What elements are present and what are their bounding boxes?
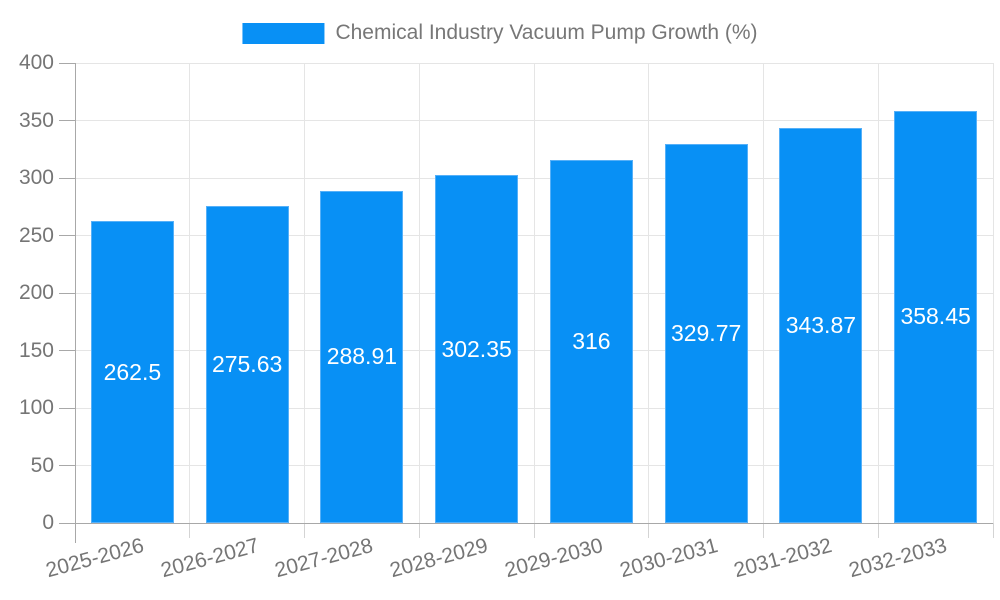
x-axis-tick-label: 2026-2027 bbox=[158, 534, 262, 583]
x-axis-line bbox=[75, 522, 993, 524]
x-axis-tick bbox=[648, 523, 650, 538]
x-axis-tick-label: 2032-2033 bbox=[846, 534, 950, 583]
y-axis-line bbox=[74, 63, 76, 543]
legend-label: Chemical Industry Vacuum Pump Growth (%) bbox=[335, 21, 758, 44]
bar-value-label: 262.5 bbox=[103, 358, 162, 385]
x-axis-tick bbox=[189, 523, 191, 538]
gridline-vertical bbox=[189, 63, 191, 523]
bar: 288.91 bbox=[320, 190, 404, 523]
x-axis-tick bbox=[304, 523, 305, 538]
bar: 275.63 bbox=[205, 206, 289, 523]
x-axis-tick-label: 2027-2028 bbox=[272, 534, 376, 583]
y-axis-tick-label: 300 bbox=[18, 166, 54, 189]
y-axis-tick bbox=[59, 120, 75, 121]
y-axis-tick-label: 150 bbox=[18, 338, 54, 362]
chart-legend[interactable]: Chemical Industry Vacuum Pump Growth (%) bbox=[242, 21, 758, 45]
x-axis-tick-label: 2028-2029 bbox=[387, 534, 491, 583]
bar-value-label: 275.63 bbox=[211, 351, 283, 377]
bar-value-label: 302.35 bbox=[441, 335, 512, 362]
x-axis-tick-label: 2031-2032 bbox=[731, 534, 835, 583]
bar-value-label: 358.45 bbox=[900, 303, 971, 330]
gridline-vertical bbox=[533, 63, 535, 523]
x-axis-tick bbox=[418, 523, 420, 538]
y-axis-tick-label: 200 bbox=[18, 281, 54, 304]
y-axis-tick-label: 250 bbox=[18, 223, 54, 247]
y-axis-tick bbox=[59, 235, 75, 236]
gridline-vertical bbox=[304, 63, 305, 523]
y-axis-tick-label: 400 bbox=[18, 51, 54, 74]
bar: 302.35 bbox=[435, 175, 519, 523]
bar: 358.45 bbox=[894, 110, 978, 523]
bar-value-label: 329.77 bbox=[670, 319, 742, 346]
bar: 343.87 bbox=[779, 127, 863, 523]
y-axis-tick bbox=[59, 522, 75, 524]
gridline-vertical bbox=[648, 63, 650, 523]
bar-value-label: 316 bbox=[572, 327, 611, 354]
x-axis-tick-label: 2030-2031 bbox=[617, 534, 721, 583]
x-axis-tick bbox=[763, 523, 764, 538]
gridline-vertical bbox=[877, 63, 879, 523]
bar: 262.5 bbox=[90, 221, 174, 523]
bar: 316 bbox=[549, 159, 633, 523]
y-axis-tick bbox=[59, 292, 75, 294]
y-axis-tick-label: 350 bbox=[18, 108, 54, 132]
y-axis-tick-label: 100 bbox=[18, 396, 54, 419]
x-axis-tick-label: 2025-2026 bbox=[43, 534, 147, 583]
bar-value-label: 343.87 bbox=[785, 311, 857, 338]
bar: 329.77 bbox=[664, 143, 748, 523]
y-axis-tick-label: 0 bbox=[42, 511, 54, 534]
legend-swatch-icon bbox=[242, 22, 325, 44]
y-axis-tick bbox=[59, 407, 75, 409]
y-axis-tick bbox=[59, 62, 75, 64]
x-axis-tick-label: 2029-2030 bbox=[502, 534, 606, 583]
gridline-vertical bbox=[418, 63, 420, 523]
gridline-vertical bbox=[763, 63, 764, 523]
gridline-vertical bbox=[992, 63, 994, 523]
y-axis-tick bbox=[59, 350, 75, 351]
y-axis-tick bbox=[59, 465, 75, 466]
x-axis-tick bbox=[877, 523, 879, 538]
x-axis-tick bbox=[533, 523, 535, 538]
y-axis-tick-label: 50 bbox=[30, 453, 54, 477]
x-axis-tick bbox=[992, 523, 994, 538]
y-axis-tick bbox=[59, 177, 75, 179]
bar-value-label: 288.91 bbox=[326, 343, 398, 370]
